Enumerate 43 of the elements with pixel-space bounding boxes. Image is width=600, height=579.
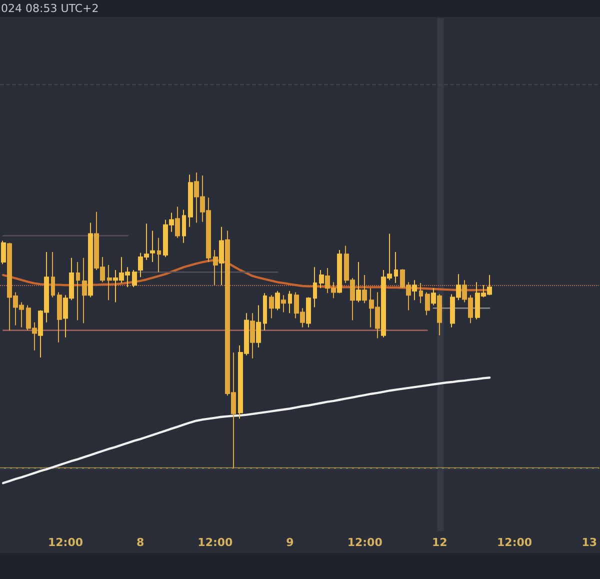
candlestick bbox=[132, 270, 137, 288]
text: 024 08:53 UTC+2 bbox=[1, 2, 99, 15]
x-tick-label: 8 bbox=[136, 536, 144, 549]
candlestick bbox=[288, 290, 292, 314]
x-tick-label: 12:00 bbox=[497, 536, 532, 549]
candlestick bbox=[394, 252, 398, 284]
candlestick bbox=[281, 294, 286, 313]
x-tick-label: 9 bbox=[286, 536, 294, 549]
candlestick bbox=[437, 294, 442, 336]
candlestick bbox=[356, 262, 361, 303]
x-tick-label: 12:00 bbox=[198, 536, 234, 549]
candlestick bbox=[157, 237, 161, 273]
candlestick bbox=[431, 288, 436, 306]
candlestick bbox=[188, 174, 193, 228]
candlestick bbox=[88, 222, 93, 298]
candlestick bbox=[57, 292, 62, 343]
candlestick bbox=[425, 292, 430, 316]
candlestick bbox=[213, 249, 218, 286]
candlestick bbox=[263, 292, 267, 331]
x-tick-label: 12:00 bbox=[347, 536, 383, 549]
candlestick bbox=[306, 296, 311, 328]
candlestick bbox=[275, 290, 280, 311]
candlestick bbox=[82, 257, 87, 324]
candlestick bbox=[219, 226, 224, 286]
candlestick bbox=[313, 266, 317, 308]
x-tick-label: 12 bbox=[432, 536, 448, 549]
candlestick bbox=[250, 312, 255, 359]
candlestick bbox=[269, 294, 274, 319]
candlestick bbox=[362, 274, 367, 304]
candlestick bbox=[107, 264, 112, 301]
x-tick-label: 12:00 bbox=[48, 536, 84, 549]
candlestick bbox=[319, 270, 324, 289]
candlestick bbox=[51, 252, 55, 298]
candlestick bbox=[76, 262, 80, 321]
candlestick bbox=[150, 230, 155, 263]
candlestick bbox=[175, 206, 180, 238]
candlestick bbox=[337, 249, 342, 294]
candlestick bbox=[256, 304, 261, 348]
candlestick bbox=[419, 282, 423, 304]
candlestick bbox=[1, 240, 6, 265]
candlestick bbox=[182, 209, 186, 244]
x-tick-label: 13 bbox=[582, 536, 598, 549]
candlestick bbox=[412, 280, 417, 301]
